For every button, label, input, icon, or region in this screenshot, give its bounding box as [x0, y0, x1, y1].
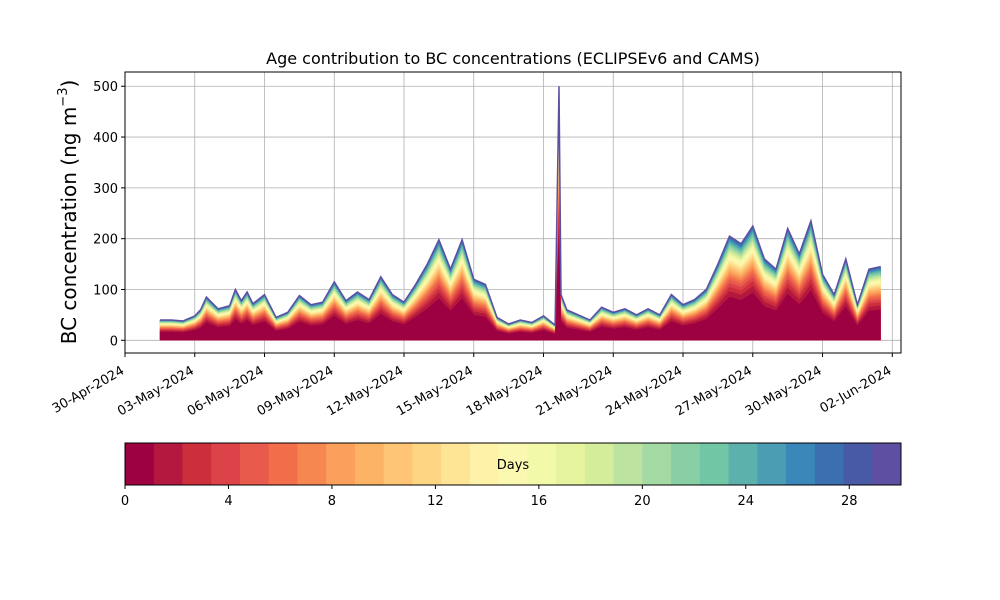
colorbar-segment	[757, 443, 787, 485]
colorbar-tick-label: 16	[531, 494, 548, 509]
colorbar-segment	[412, 443, 442, 485]
colorbar	[125, 443, 902, 485]
colorbar-tick-label: 4	[224, 494, 232, 509]
y-tick-label: 400	[93, 131, 118, 146]
colorbar-segment	[326, 443, 356, 485]
plot-frame	[124, 71, 902, 354]
y-tick-label: 500	[93, 80, 118, 95]
y-tick-label: 200	[93, 233, 118, 248]
colorbar-segment	[498, 443, 528, 485]
colorbar-segment	[814, 443, 845, 485]
x-tick-label: 24-May-2024	[603, 363, 685, 419]
y-axis-ticks: 0 100 200 300 400 500	[93, 80, 125, 349]
colorbar-label: Days	[497, 458, 530, 473]
colorbar-segment	[153, 443, 183, 485]
x-tick-label: 12-May-2024	[324, 363, 406, 419]
age-stacked-areas	[159, 86, 881, 341]
x-tick-label: 21-May-2024	[534, 363, 616, 419]
colorbar-segment	[125, 443, 155, 485]
colorbar-segment	[699, 443, 730, 485]
grid-lines	[124, 72, 901, 353]
y-tick-label: 100	[93, 283, 118, 298]
colorbar-segment	[613, 443, 643, 485]
x-tick-label: 06-May-2024	[185, 363, 267, 419]
colorbar-segment	[297, 443, 327, 485]
colorbar-segment	[383, 443, 413, 485]
y-tick-label: 300	[93, 182, 118, 197]
colorbar-tick-label: 28	[841, 494, 858, 509]
x-tick-label: 27-May-2024	[673, 363, 755, 419]
colorbar-segment	[441, 443, 471, 485]
series-total-line	[159, 86, 881, 327]
y-tick-label: 0	[110, 334, 118, 349]
colorbar-segment	[469, 443, 500, 485]
colorbar-ticks: 0 4 8 12 16 20 24 28	[121, 485, 858, 509]
colorbar-segment	[182, 443, 212, 485]
x-axis-ticks: 30-Apr-202403-May-202406-May-202409-May-…	[50, 353, 894, 419]
x-tick-label: 09-May-2024	[255, 363, 337, 419]
colorbar-segment	[354, 443, 385, 485]
chart-title: Age contribution to BC concentrations (E…	[266, 49, 760, 68]
colorbar-tick-label: 20	[634, 494, 651, 509]
colorbar-tick-label: 0	[121, 494, 129, 509]
colorbar-tick-label: 12	[427, 494, 444, 509]
colorbar-tick-label: 24	[738, 494, 755, 509]
colorbar-segment	[728, 443, 758, 485]
colorbar-segment	[786, 443, 816, 485]
colorbar-segment	[671, 443, 701, 485]
colorbar-segment	[556, 443, 586, 485]
colorbar-segment	[843, 443, 873, 485]
colorbar-segment	[584, 443, 615, 485]
x-tick-label: 03-May-2024	[115, 363, 197, 419]
colorbar-segment	[268, 443, 298, 485]
x-tick-label: 30-May-2024	[743, 363, 825, 419]
x-tick-label: 02-Jun-2024	[817, 363, 894, 416]
colorbar-segment	[872, 443, 902, 485]
y-axis-label: BC concentration (ng m−3)	[56, 80, 81, 345]
x-tick-label: 18-May-2024	[464, 363, 546, 419]
colorbar-frame	[124, 442, 902, 486]
colorbar-segment	[211, 443, 241, 485]
age-band-area	[159, 234, 881, 341]
colorbar-segment	[527, 443, 557, 485]
colorbar-segment	[642, 443, 672, 485]
colorbar-tick-label: 8	[328, 494, 336, 509]
colorbar-segment	[239, 443, 270, 485]
x-tick-label: 15-May-2024	[394, 363, 476, 419]
